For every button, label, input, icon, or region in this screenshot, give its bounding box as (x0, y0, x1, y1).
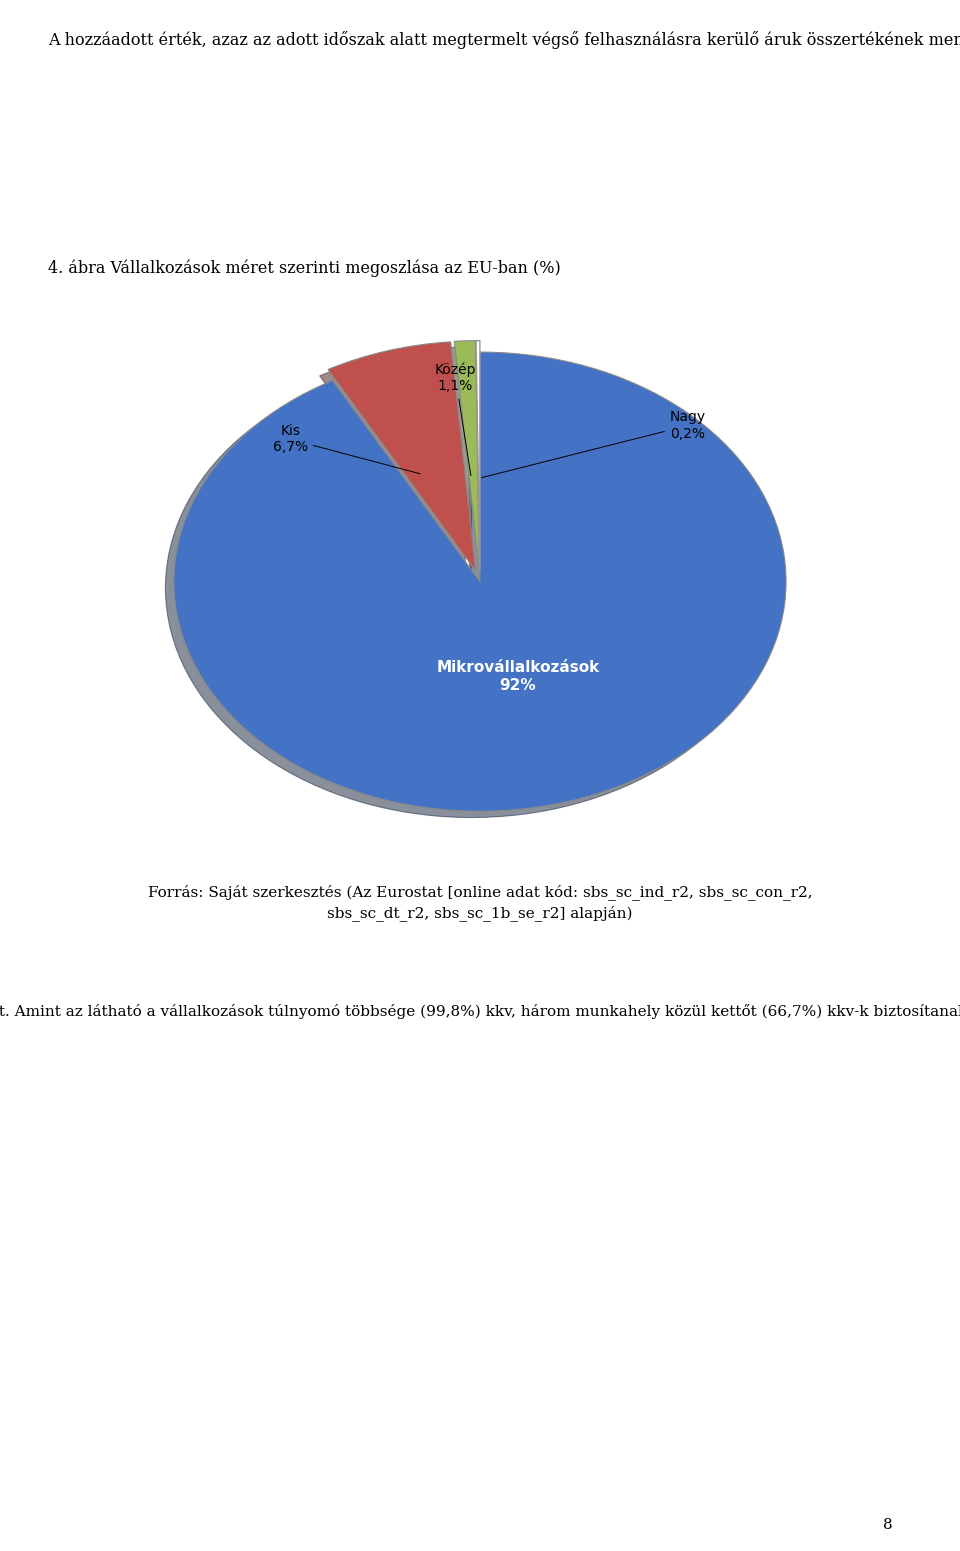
Text: Kis
6,7%: Kis 6,7% (273, 425, 420, 473)
Text: Forrás: Saját szerkesztés (Az Eurostat [online adat kód: sbs_sc_ind_r2, sbs_sc_c: Forrás: Saját szerkesztés (Az Eurostat [… (148, 884, 812, 921)
Text: Mikrovállalkozások
92%: Mikrovállalkozások 92% (437, 659, 600, 693)
Text: Közép
1,1%: Közép 1,1% (435, 363, 476, 476)
Text: Nagy
0,2%: Nagy 0,2% (482, 411, 706, 478)
Text: 8: 8 (883, 1518, 893, 1532)
Text: A hozzáadott érték, azaz az adott időszak alatt megtermelt végső felhasználásra : A hozzáadott érték, azaz az adott idősza… (48, 31, 960, 50)
Wedge shape (174, 352, 786, 811)
Wedge shape (328, 341, 475, 571)
Text: 4. ábra Vállalkozások méret szerinti megoszlása az EU-ban (%): 4. ábra Vállalkozások méret szerinti meg… (48, 261, 561, 278)
Text: Az egyszerűbb átláthatóság kedvéért az arányokat színes tortadiagramokkal szemlé: Az egyszerűbb átláthatóság kedvéért az a… (0, 1003, 960, 1019)
Wedge shape (476, 341, 480, 571)
Wedge shape (454, 341, 479, 571)
